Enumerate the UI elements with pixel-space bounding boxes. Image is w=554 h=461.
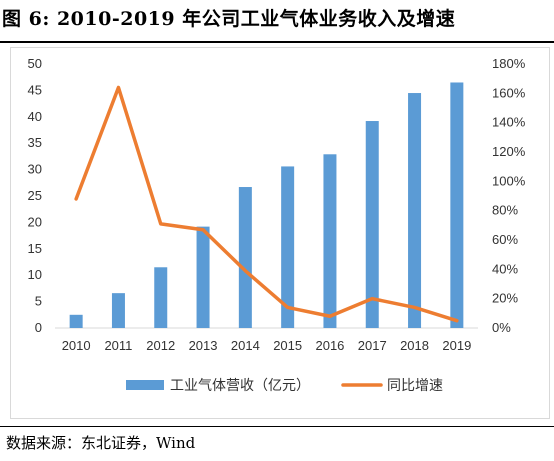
y-right-tick-label: 120% <box>492 144 526 159</box>
line-growth-point <box>371 297 374 300</box>
line-growth-point <box>117 86 120 89</box>
bar-revenue <box>450 82 464 328</box>
bar-revenue <box>111 293 125 328</box>
bar-revenue <box>154 267 168 328</box>
line-growth-rate <box>74 85 459 323</box>
line-growth-point <box>328 315 332 318</box>
chart-frame <box>10 47 550 419</box>
bar-revenue <box>365 121 379 328</box>
y-right-tick-label: 60% <box>492 232 518 247</box>
line-growth-point <box>74 197 78 201</box>
y-left-tick-label: 50 <box>28 56 42 71</box>
legend-label-revenue: 工业气体营收（亿元） <box>170 378 310 394</box>
y-right-tick-label: 0% <box>492 320 511 335</box>
y-left-tick-label: 5 <box>35 294 42 309</box>
y-right-tick-label: 160% <box>492 85 526 100</box>
x-tick-label: 2019 <box>442 338 471 353</box>
x-tick-label: 2010 <box>62 338 91 353</box>
line-growth-point <box>455 319 459 322</box>
y-left-tick-label: 45 <box>28 82 42 97</box>
y-left-tick-label: 30 <box>28 162 42 177</box>
legend-label-growth: 同比增速 <box>387 378 443 394</box>
y-right-tick-label: 40% <box>492 261 518 276</box>
y-left-tick-label: 20 <box>28 214 42 229</box>
bar-revenue <box>69 314 83 328</box>
figure-title: 图 6: 2010-2019 年公司工业气体业务收入及增速 <box>2 8 456 30</box>
figure-title-bar: 图 6: 2010-2019 年公司工业气体业务收入及增速 <box>0 0 554 43</box>
line-growth-point <box>413 306 416 309</box>
y-left-tick-label: 40 <box>28 109 42 124</box>
y-right-tick-label: 180% <box>492 56 526 71</box>
line-growth-point <box>286 306 289 309</box>
y-right-tick-label: 80% <box>492 203 518 218</box>
y-left-tick-label: 35 <box>28 135 42 150</box>
bar-revenue <box>196 226 210 328</box>
bar-revenue <box>238 187 252 328</box>
x-tick-label: 2017 <box>358 338 387 353</box>
source-note: 数据来源：东北证券，Wind <box>6 434 196 452</box>
bar-revenue <box>408 93 422 328</box>
x-tick-label: 2016 <box>315 338 344 353</box>
y-right-tick-label: 20% <box>492 291 518 306</box>
bar-revenue <box>323 154 337 328</box>
legend-swatch-revenue <box>126 380 164 390</box>
x-tick-label: 2014 <box>231 338 260 353</box>
y-right-tick-label: 140% <box>492 115 526 130</box>
x-tick-label: 2011 <box>104 338 132 353</box>
title-divider <box>0 41 554 43</box>
x-tick-label: 2013 <box>189 338 218 353</box>
y-left-tick-label: 15 <box>28 241 42 256</box>
x-tick-label: 2015 <box>273 338 302 353</box>
y-right-tick-label: 100% <box>492 173 526 188</box>
y-left-tick-label: 10 <box>28 267 42 282</box>
line-growth-point <box>244 269 247 272</box>
bar-revenue <box>281 166 295 328</box>
y-left-tick-label: 25 <box>28 188 42 203</box>
line-growth-point <box>159 222 162 226</box>
line-growth-point <box>201 228 205 231</box>
x-tick-label: 2012 <box>146 338 175 353</box>
source-divider <box>0 426 554 427</box>
x-tick-label: 2018 <box>400 338 429 353</box>
y-left-tick-label: 0 <box>35 320 42 335</box>
